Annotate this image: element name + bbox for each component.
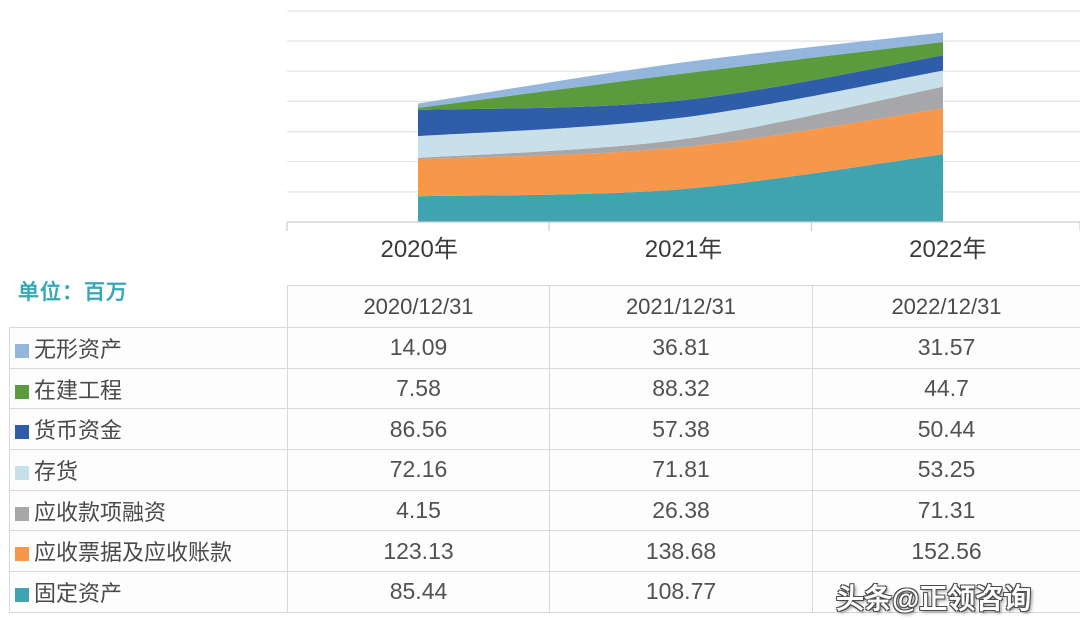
x-axis-label-2020: 2020年 [380, 236, 458, 263]
date-header-row: 2020/12/31 2021/12/31 2022/12/31 [10, 285, 1080, 328]
table-row: 存货 72.16 71.81 53.25 [9, 449, 1080, 491]
value-cell: 53.25 [812, 449, 1080, 491]
area-series-应收票据及应收账款 [418, 108, 943, 197]
legend-swatch-icon [15, 547, 29, 562]
row-label-cell: 应收票据及应收账款 [9, 530, 288, 573]
x-axis-label-2021: 2021年 [644, 236, 723, 263]
value-cell: 72.16 [287, 449, 550, 491]
table-row: 应收票据及应收账款 123.13 138.68 152.56 [9, 530, 1080, 573]
value-cell: 85.44 [287, 571, 550, 613]
row-label: 在建工程 [34, 377, 123, 403]
area-series-应收款项融资 [418, 86, 943, 160]
row-label-cell: 应收款项融资 [9, 489, 288, 532]
value-cell: 44.7 [812, 367, 1080, 410]
value-cell: 57.38 [549, 408, 813, 451]
row-label: 存货 [34, 458, 79, 484]
area-series-存货 [418, 70, 943, 158]
legend-swatch-icon [15, 587, 29, 602]
legend-swatch-icon [15, 425, 29, 440]
legend-swatch-icon [15, 384, 29, 399]
value-cell: 86.56 [287, 408, 550, 451]
date-header-2020: 2020/12/31 [287, 285, 550, 328]
area-series-货币资金 [418, 55, 943, 137]
row-label-cell: 存货 [9, 449, 288, 491]
value-cell: 108.77 [549, 571, 813, 613]
legend-swatch-icon [15, 465, 29, 480]
value-cell: 88.32 [549, 367, 813, 410]
row-label: 应收款项融资 [34, 499, 167, 525]
date-header-2021: 2021/12/31 [549, 285, 813, 328]
row-label-cell: 货币资金 [9, 408, 288, 451]
row-label: 应收票据及应收账款 [34, 540, 233, 566]
watermark: 头条@正领咨询 [836, 583, 1032, 614]
value-cell: 71.81 [549, 449, 813, 491]
area-series-固定资产 [418, 154, 943, 222]
value-cell: 14.09 [287, 327, 550, 369]
legend-swatch-icon [15, 343, 29, 358]
value-cell: 50.44 [812, 408, 1080, 451]
x-axis-labels: 2020年 2021年 2022年 [287, 224, 1080, 276]
unit-label: 单位：百万 [18, 281, 128, 304]
area-series-在建工程 [418, 42, 943, 110]
table-row: 固定资产 85.44 108.77 [9, 571, 1080, 613]
legend-swatch-icon [15, 506, 29, 521]
row-label-cell: 在建工程 [9, 367, 288, 410]
area-series-无形资产 [418, 32, 943, 108]
value-cell: 36.81 [549, 327, 813, 369]
row-label-cell: 固定资产 [9, 571, 288, 613]
row-label: 固定资产 [34, 580, 123, 606]
value-cell: 4.15 [287, 489, 550, 532]
value-cell: 138.68 [549, 530, 813, 573]
x-axis-label-2022: 2022年 [909, 236, 987, 263]
value-cell: 71.31 [812, 489, 1080, 532]
table-row: 货币资金 86.56 57.38 50.44 [9, 408, 1080, 451]
date-header-2022: 2022/12/31 [812, 285, 1080, 328]
corner-cell [10, 286, 288, 328]
value-cell: 123.13 [287, 530, 550, 573]
table-row: 在建工程 7.58 88.32 44.7 [9, 367, 1080, 410]
value-cell: 7.58 [287, 367, 550, 410]
row-label: 无形资产 [34, 336, 123, 362]
row-label: 货币资金 [34, 418, 123, 444]
value-cell: 31.57 [812, 327, 1080, 369]
row-label-cell: 无形资产 [9, 327, 288, 369]
table-row: 应收款项融资 4.15 26.38 71.31 [9, 489, 1080, 532]
stacked-area-chart [286, 10, 1080, 231]
value-cell: 26.38 [549, 489, 813, 532]
table-row: 无形资产 14.09 36.81 31.57 [9, 327, 1080, 369]
value-cell: 152.56 [812, 530, 1080, 573]
value-cell [812, 571, 1080, 613]
data-table: 2020/12/31 2021/12/31 2022/12/31 无形资产 14.… [9, 285, 1080, 613]
